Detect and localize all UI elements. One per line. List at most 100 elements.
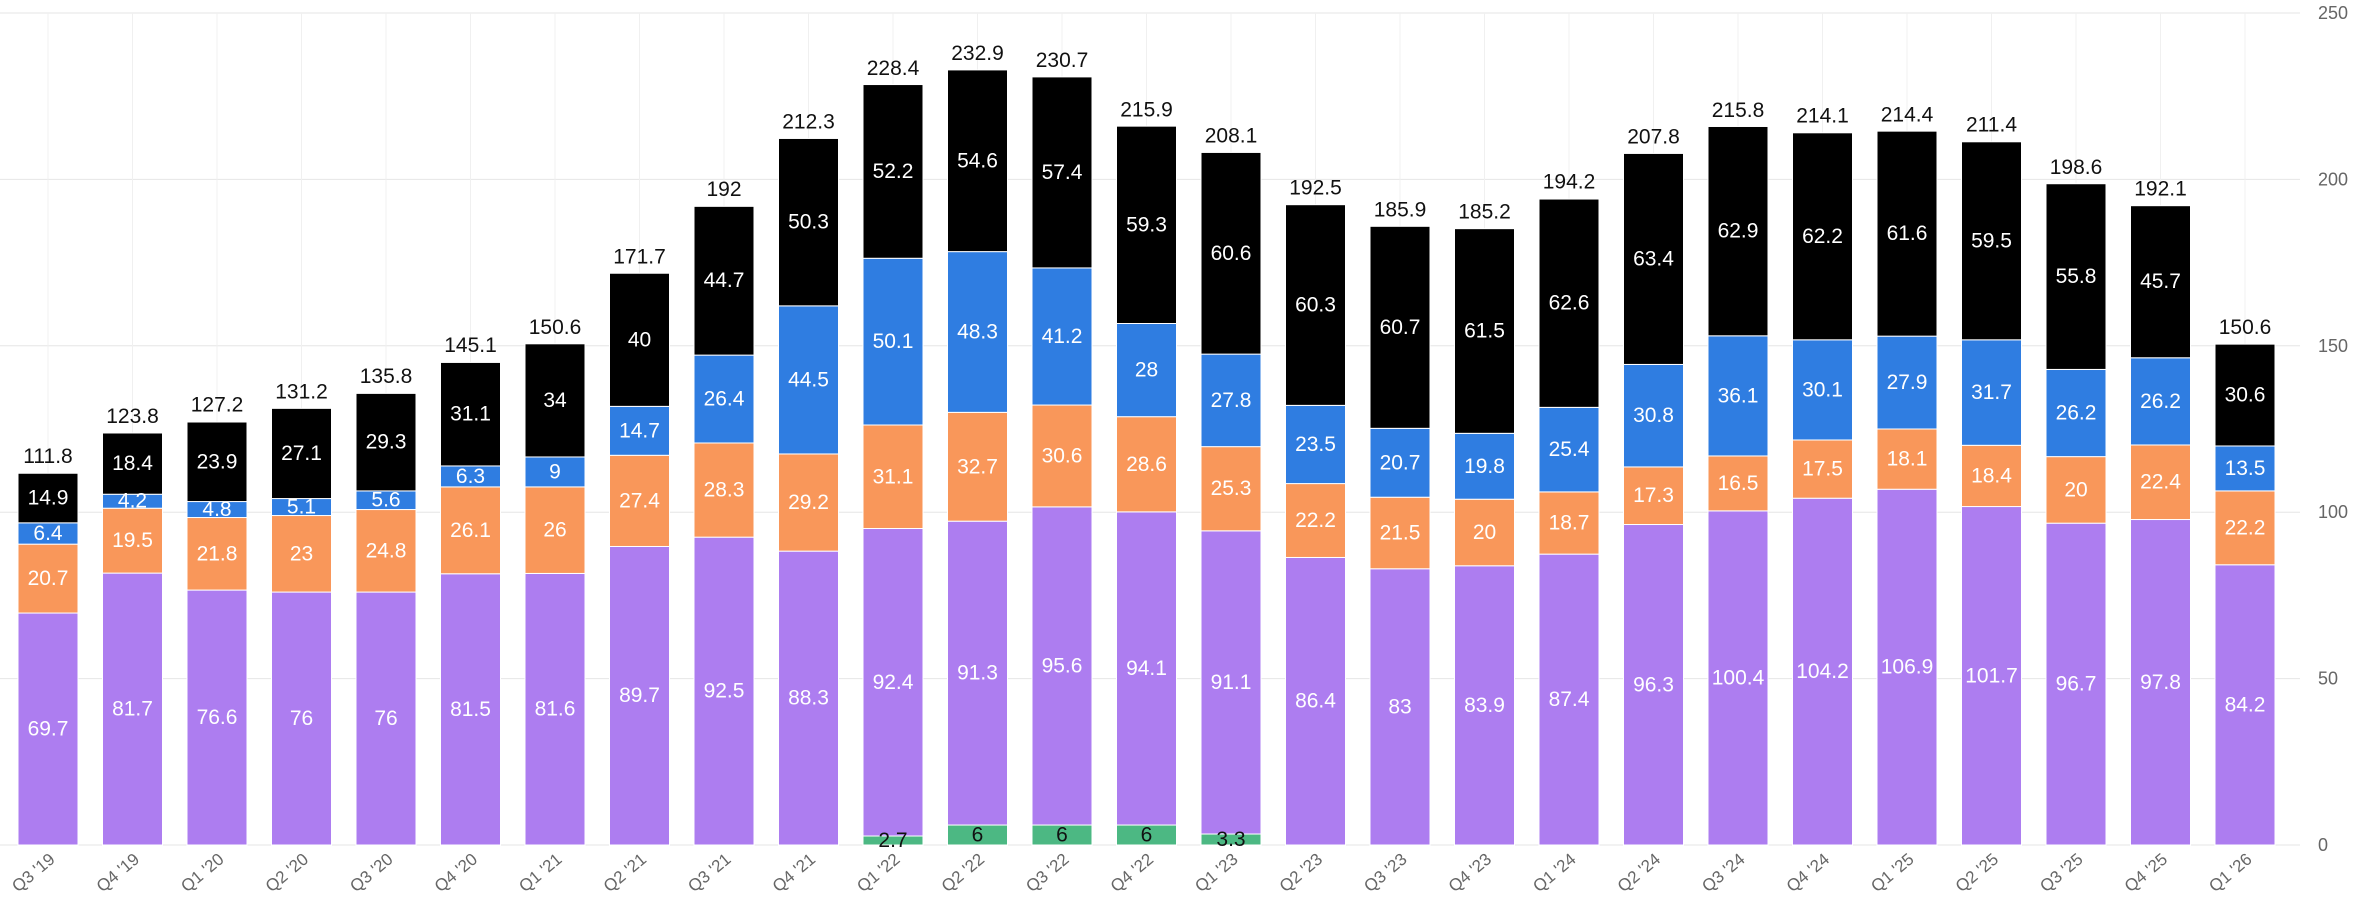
bar-segment (1792, 497, 1853, 846)
bar-total-label: 111.8 (23, 445, 72, 468)
bar-segment (271, 407, 332, 500)
segment-value-label: 32.7 (957, 455, 998, 478)
bar-total-label: 212.3 (782, 110, 835, 133)
x-tick-label: Q1 '25 (1867, 850, 1917, 896)
bar-segment (1707, 455, 1769, 512)
segment-value-label: 18.4 (1971, 464, 2012, 487)
segment-value-label: 5.1 (287, 496, 316, 519)
x-tick-label: Q1 '24 (1529, 850, 1579, 896)
bar-segment (862, 528, 924, 837)
bar-total-label: 192.5 (1289, 176, 1342, 199)
bars-layer (17, 69, 2276, 846)
segment-value-label: 41.2 (1042, 325, 1083, 348)
bar-segment (862, 424, 924, 530)
bar-segment (1116, 511, 1177, 826)
segment-value-label: 94.1 (1126, 657, 1167, 680)
bar-segment (778, 453, 839, 552)
bar-segment (524, 486, 586, 574)
bar-segment (778, 305, 839, 455)
bar-segment (186, 517, 248, 591)
segment-value-label: 23.9 (197, 450, 238, 473)
segment-value-label: 9 (549, 460, 561, 483)
segment-value-label: 20.7 (28, 567, 69, 590)
y-tick-label: 150 (2318, 336, 2348, 356)
bar-segment (1961, 339, 2022, 446)
x-tick-label: Q2 '24 (1614, 850, 1664, 896)
bar-segment (355, 509, 417, 593)
bar-segment (1792, 132, 1853, 341)
bar-segment (1200, 353, 1262, 448)
x-tick-label: Q4 '19 (93, 850, 143, 896)
bar-segment (1369, 225, 1431, 429)
bar-segment (693, 536, 755, 846)
segment-value-label: 91.1 (1211, 671, 1252, 694)
bar-segment (1285, 404, 1346, 485)
x-tick-label: Q3 '25 (2036, 850, 2086, 896)
segment-value-label: 3.3 (1216, 828, 1245, 851)
segment-value-label: 84.2 (2225, 693, 2266, 716)
bar-segment (440, 361, 501, 467)
bar-total-label: 230.7 (1036, 49, 1089, 72)
segment-value-label: 48.3 (957, 320, 998, 343)
bar-segment (2130, 357, 2191, 446)
bar-segment (2130, 205, 2191, 359)
segment-value-label: 28 (1135, 359, 1158, 382)
segment-value-label: 6 (972, 824, 984, 847)
bar-segment (102, 572, 163, 846)
segment-value-label: 4.2 (118, 490, 147, 513)
x-tick-label: Q2 '21 (600, 850, 650, 896)
x-tick-label: Q4 '20 (431, 850, 481, 896)
segment-value-label: 61.6 (1887, 222, 1928, 245)
x-tick-label: Q3 '23 (1360, 850, 1410, 896)
x-tick-label: Q2 '20 (262, 850, 312, 896)
bar-total-label: 123.8 (106, 405, 159, 428)
bar-total-label: 214.1 (1796, 104, 1849, 127)
x-tick-label: Q3 '24 (1698, 850, 1748, 896)
segment-value-label: 22.2 (1295, 509, 1336, 532)
bar-segment (2130, 444, 2191, 521)
bar-total-label: 145.1 (444, 334, 497, 357)
bar-total-label: 185.9 (1374, 198, 1427, 221)
segment-value-label: 31.7 (1971, 381, 2012, 404)
segment-value-label: 28.3 (704, 479, 745, 502)
bar-segment (186, 421, 248, 503)
x-tick-label: Q4 '23 (1445, 850, 1495, 896)
segment-value-label: 25.4 (1549, 438, 1590, 461)
segment-value-label: 19.5 (112, 529, 153, 552)
segment-value-label: 95.6 (1042, 654, 1083, 677)
bar-segment (524, 456, 586, 488)
segment-value-label: 36.1 (1718, 384, 1759, 407)
segment-value-label: 106.9 (1881, 656, 1934, 679)
segment-value-label: 26.2 (2140, 390, 2181, 413)
segment-value-label: 18.1 (1887, 448, 1928, 471)
segment-value-label: 21.8 (197, 542, 238, 565)
bar-segment (947, 251, 1008, 413)
x-tick-label: Q3 '20 (346, 850, 396, 896)
segment-value-label: 5.6 (371, 489, 400, 512)
bar-segment (609, 545, 670, 846)
bar-segment (524, 343, 586, 458)
segment-value-label: 22.4 (2140, 471, 2181, 494)
bar-segment (693, 354, 755, 444)
bar-segment (778, 550, 839, 846)
segment-value-label: 50.1 (873, 330, 914, 353)
segment-value-label: 62.6 (1549, 292, 1590, 315)
segment-value-label: 6 (1141, 824, 1153, 847)
segment-value-label: 17.3 (1633, 484, 1674, 507)
x-tick-label: Q1 '20 (177, 850, 227, 896)
y-tick-label: 0 (2318, 835, 2328, 855)
segment-value-label: 22.2 (2225, 516, 2266, 539)
segment-value-label: 29.2 (788, 491, 829, 514)
bar-segment (2214, 564, 2276, 846)
bar-segment (1961, 506, 2022, 846)
segment-value-label: 30.8 (1633, 404, 1674, 427)
bar-segment (1116, 416, 1177, 513)
segment-value-label: 19.8 (1464, 455, 1505, 478)
bar-total-label: 211.4 (1966, 113, 2017, 136)
bar-segment (1876, 335, 1938, 430)
x-tick-label: Q2 '23 (1276, 850, 1326, 896)
bar-segment (947, 69, 1008, 253)
bar-total-label: 131.2 (275, 380, 328, 403)
y-tick-label: 100 (2318, 502, 2348, 522)
segment-value-label: 17.5 (1802, 458, 1843, 481)
